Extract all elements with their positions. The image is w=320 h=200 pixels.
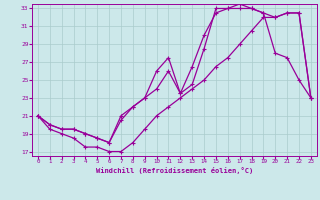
X-axis label: Windchill (Refroidissement éolien,°C): Windchill (Refroidissement éolien,°C): [96, 167, 253, 174]
